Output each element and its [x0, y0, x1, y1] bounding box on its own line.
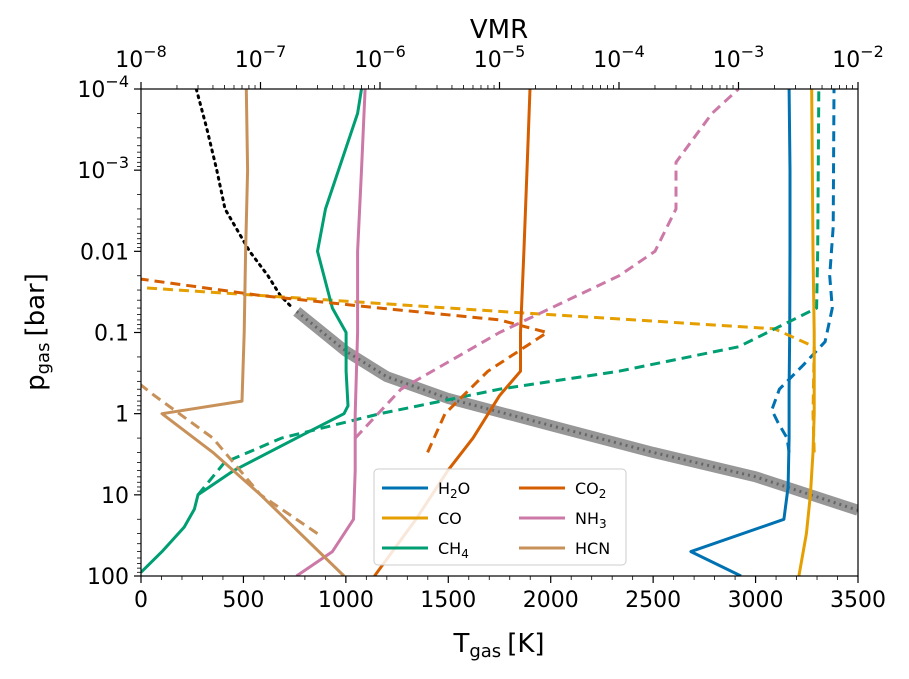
x-axis-title-unit: [K] — [507, 629, 544, 659]
temperature-profile-dots — [295, 310, 858, 512]
y-tick-label: 0.01 — [80, 240, 129, 265]
top-tick-label: 10−6 — [354, 42, 406, 73]
x-tick-label: 3500 — [830, 588, 886, 613]
series-nh-dashed — [354, 89, 740, 440]
y-tick-label: 10−3 — [77, 153, 129, 184]
series-co-dashed — [141, 277, 549, 454]
y-tick-label: 0.1 — [94, 322, 129, 347]
x-tick-label: 0 — [134, 588, 148, 613]
top-tick-label: 10−4 — [593, 42, 645, 73]
y-axis-title: pgas [bar] — [21, 273, 54, 391]
y-tick-label: 10 — [101, 484, 129, 509]
y-tick-label: 1 — [115, 403, 129, 428]
series-ch-solid — [141, 89, 363, 574]
series-layer — [141, 89, 858, 576]
top-tick-label: 10−2 — [832, 42, 884, 73]
series-co-solid — [797, 89, 816, 576]
y-axis-title-sub: gas — [33, 343, 54, 375]
legend-label: HCN — [575, 539, 610, 558]
tick-layer: 0 500 1000 1500 2000 2500 3000 3500 10−8 10−7 10−6… — [77, 42, 886, 613]
x-tick-label: 500 — [222, 588, 264, 613]
legend-label: NH3 — [575, 509, 607, 531]
top-axis-title: VMR — [470, 15, 528, 45]
x-tick-label: 1500 — [420, 588, 476, 613]
series-ho-dashed — [770, 89, 836, 453]
x-tick-label: 2000 — [523, 588, 579, 613]
top-tick-label: 10−7 — [235, 42, 287, 73]
x-tick-label: 1000 — [318, 588, 374, 613]
temperature-profile-upper — [194, 89, 295, 310]
legend-box — [373, 468, 627, 566]
series-nh-solid — [295, 89, 367, 576]
series-hcn-solid — [160, 89, 346, 576]
series-ho-solid — [689, 89, 792, 576]
y-axis-title-main: p — [21, 374, 51, 391]
top-tick-label: 10−3 — [713, 42, 765, 73]
legend-label: CO — [438, 509, 462, 528]
y-tick-label: 100 — [87, 565, 129, 590]
legend-label: CO2 — [575, 479, 606, 501]
top-tick-label: 10−5 — [474, 42, 526, 73]
y-axis-title-unit: [bar] — [21, 273, 51, 336]
x-tick-label: 2500 — [625, 588, 681, 613]
x-axis-title-sub: gas — [469, 641, 501, 662]
top-tick-label: 10−8 — [115, 42, 167, 73]
x-axis-title-main: T — [452, 629, 469, 659]
legend-label: CH4 — [438, 539, 469, 561]
x-tick-label: 3000 — [728, 588, 784, 613]
legend: H2O CO CH4 CO2 NH3 HCN — [373, 468, 627, 566]
legend-label: H2O — [438, 479, 470, 501]
y-tick-label: 10−4 — [77, 72, 129, 103]
x-axis-title: Tgas [K] — [452, 629, 544, 662]
series-ch-dashed — [196, 89, 821, 496]
series-hcn-dashed — [141, 383, 319, 535]
